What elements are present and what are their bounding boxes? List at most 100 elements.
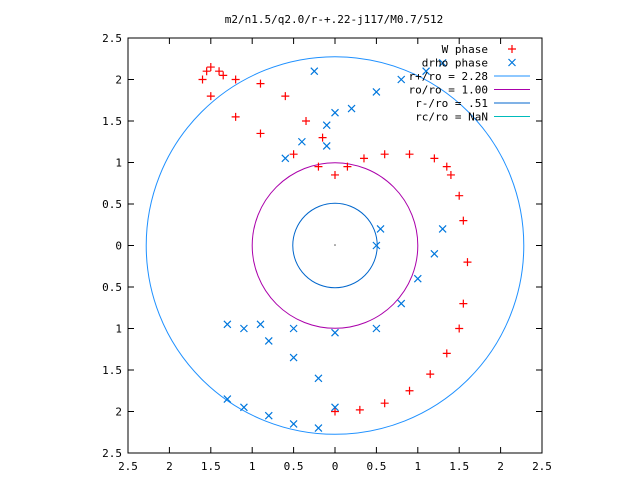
- series-1: [223, 58, 447, 433]
- x-tick-label: 2.5: [118, 460, 138, 473]
- chart-title: m2/n1.5/q2.0/r-+.22-j117/M0.7/512: [225, 13, 444, 26]
- data-point: [397, 75, 406, 84]
- data-point: [219, 71, 228, 80]
- y-tick-label: 2: [115, 74, 122, 87]
- data-point: [438, 58, 447, 67]
- data-point: [331, 407, 339, 416]
- data-point: [264, 337, 273, 345]
- data-point: [231, 112, 240, 121]
- x-tick-label: 1: [414, 460, 421, 473]
- data-point: [297, 137, 306, 146]
- x-tick-label: 1.5: [449, 460, 469, 473]
- y-tick-label: 1: [115, 157, 122, 170]
- legend-marker: [508, 45, 516, 53]
- origin-dot: [334, 244, 336, 246]
- data-point: [442, 162, 451, 171]
- data-point: [331, 108, 339, 117]
- legend-label: drho phase: [422, 57, 488, 70]
- y-tick-label: 0.5: [102, 198, 122, 211]
- data-point: [256, 79, 265, 88]
- data-point: [455, 191, 464, 200]
- data-point: [289, 420, 298, 428]
- data-point: [426, 370, 435, 379]
- x-tick-label: 2: [497, 460, 504, 473]
- data-point: [256, 129, 265, 138]
- x-tick-label: 1: [249, 460, 256, 473]
- data-point: [281, 92, 290, 101]
- data-point: [223, 320, 232, 329]
- data-point: [202, 67, 211, 76]
- data-point: [397, 299, 406, 308]
- data-point: [413, 274, 422, 283]
- data-point: [310, 67, 319, 76]
- y-axis-ticks: 2.5 2 1.5 1 0.5 0 0.5 1 1.5 2 2.5: [102, 32, 542, 460]
- y-tick-label: 1: [115, 323, 122, 336]
- radius-circle-3: [251, 162, 419, 329]
- x-tick-label: 2.5: [532, 460, 552, 473]
- data-point: [289, 324, 298, 333]
- data-point: [430, 249, 439, 258]
- data-point: [289, 150, 298, 159]
- data-point: [314, 374, 323, 383]
- data-point: [198, 75, 207, 84]
- x-tick-label: 2: [166, 460, 173, 473]
- legend-label: rc/ro = NaN: [415, 111, 488, 124]
- data-point: [442, 349, 451, 358]
- x-tick-label: 1.5: [201, 460, 221, 473]
- x-axis-ticks: 2.5 2 1.5 1 0.5 0 0.5 1 1.5 2 2.5: [118, 38, 552, 473]
- data-point: [438, 224, 447, 233]
- data-point: [331, 170, 339, 179]
- data-point: [372, 241, 381, 250]
- data-point: [322, 141, 331, 150]
- legend-marker: [508, 58, 516, 67]
- data-point: [289, 353, 298, 362]
- y-tick-label: 2.5: [102, 32, 122, 45]
- data-point: [331, 403, 339, 412]
- y-tick-label: 1.5: [102, 115, 122, 128]
- data-point: [380, 150, 389, 159]
- data-point: [359, 154, 368, 163]
- data-point: [463, 258, 472, 267]
- y-tick-label: 2.5: [102, 447, 122, 460]
- data-point: [331, 328, 339, 337]
- data-point: [459, 299, 468, 308]
- data-point: [343, 162, 352, 171]
- data-point: [347, 104, 356, 113]
- data-point: [446, 170, 455, 179]
- y-tick-label: 0: [115, 240, 122, 253]
- data-point: [256, 320, 265, 329]
- data-point: [355, 405, 364, 414]
- data-point: [239, 324, 248, 333]
- data-point: [206, 63, 215, 72]
- data-point: [405, 386, 414, 395]
- data-point: [430, 154, 439, 163]
- legend-label: r-/ro = .51: [415, 97, 488, 110]
- x-tick-label: 0.5: [366, 460, 386, 473]
- data-point: [231, 75, 240, 84]
- radius-circle-2: [145, 56, 525, 435]
- legend-label: ro/ro = 1.00: [409, 84, 488, 97]
- x-tick-label: 0: [332, 460, 339, 473]
- data-point: [372, 88, 381, 96]
- x-tick-label: 0.5: [284, 460, 304, 473]
- y-tick-label: 0.5: [102, 281, 122, 294]
- y-tick-label: 2: [115, 406, 122, 419]
- y-tick-label: 1.5: [102, 364, 122, 377]
- legend-label: r+/ro = 2.28: [409, 70, 488, 83]
- data-point: [376, 224, 385, 233]
- data-point: [302, 117, 311, 125]
- data-point: [264, 411, 273, 420]
- data-point: [223, 395, 232, 403]
- data-point: [405, 150, 414, 159]
- data-point: [281, 154, 290, 163]
- data-point: [206, 92, 215, 101]
- data-point: [422, 67, 431, 76]
- legend-label: W phase: [442, 43, 488, 56]
- data-point: [459, 216, 468, 225]
- data-point: [314, 424, 323, 433]
- data-point: [372, 324, 381, 333]
- data-point: [239, 403, 248, 412]
- data-point: [455, 324, 464, 333]
